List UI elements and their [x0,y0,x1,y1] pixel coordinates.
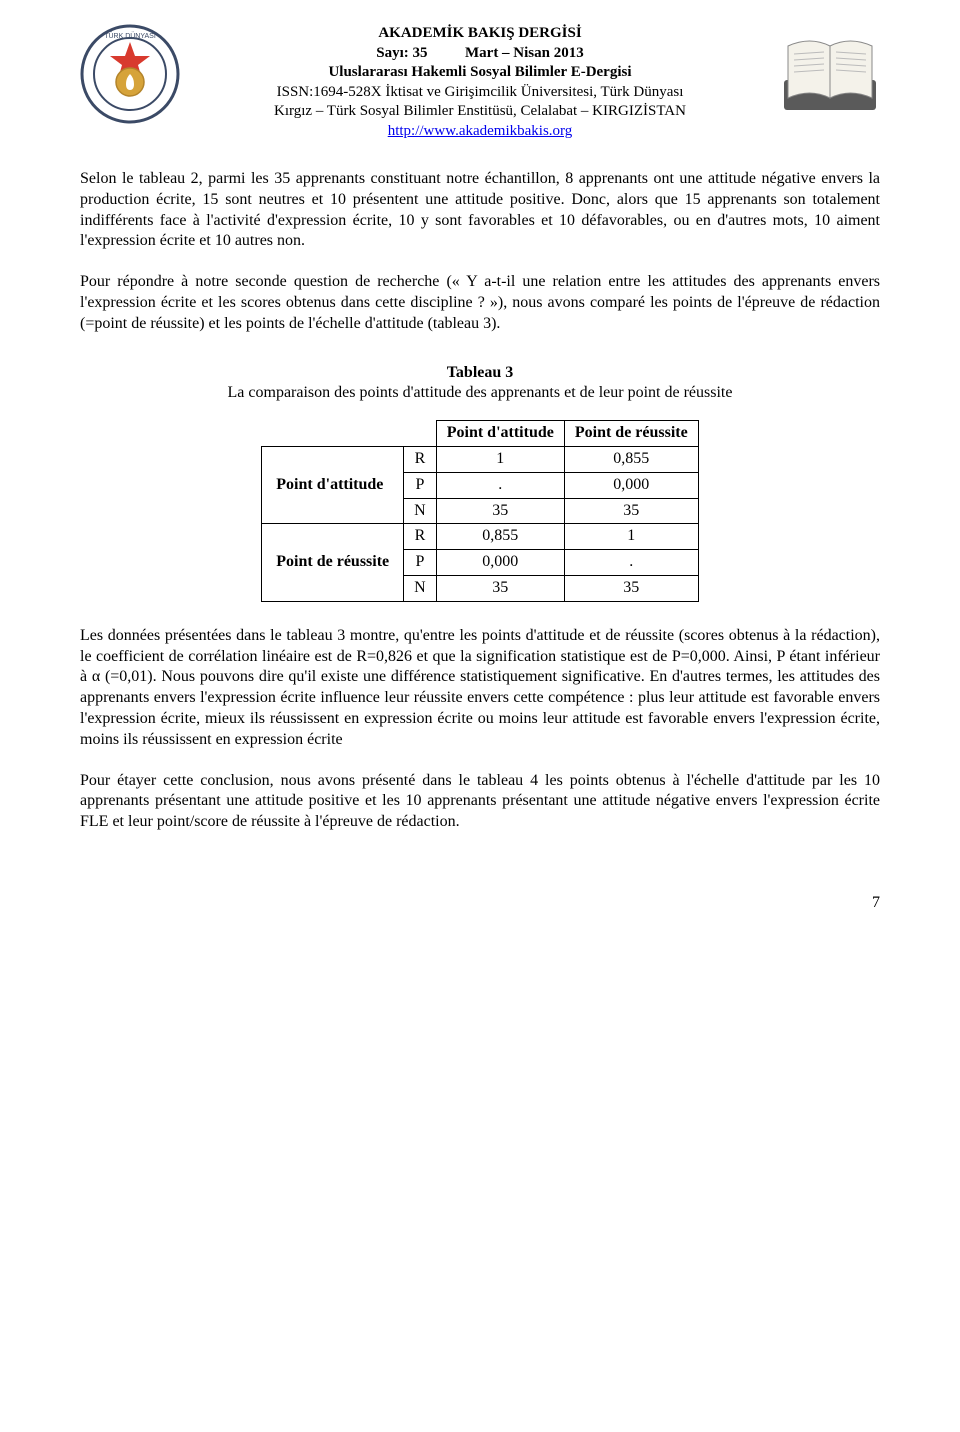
paragraph-2: Pour répondre à notre seconde question d… [80,272,880,334]
cell: 1 [564,524,698,550]
col-header-reussite: Point de réussite [564,421,698,447]
table3: Point d'attitude Point de réussite Point… [261,420,698,602]
open-book-icon [780,24,880,124]
cell: 35 [564,575,698,601]
journal-url-link[interactable]: http://www.akademikbakis.org [388,123,573,139]
stat-label: R [404,446,437,472]
cell: 0,000 [564,472,698,498]
cell: 35 [436,575,564,601]
stat-label: R [404,524,437,550]
cell: . [436,472,564,498]
stat-label: N [404,575,437,601]
cell: 35 [436,498,564,524]
row-label-attitude: Point d'attitude [262,446,404,523]
table-row: Point d'attitude R 1 0,855 [262,446,698,472]
table3-caption: La comparaison des points d'attitude des… [80,383,880,404]
table-row: Point d'attitude Point de réussite [262,421,698,447]
cell: 0,855 [436,524,564,550]
svg-text:TÜRK DÜNYASI: TÜRK DÜNYASI [104,32,156,40]
institute-line: Kırgız – Türk Sosyal Bilimler Enstitüsü,… [186,102,774,122]
journal-subtitle: Uluslararası Hakemli Sosyal Bilimler E-D… [186,63,774,83]
cell: 35 [564,498,698,524]
cell: 0,855 [564,446,698,472]
stat-label: P [404,472,437,498]
header-text-block: AKADEMİK BAKIŞ DERGİSİ Sayı: 35 Mart – N… [180,24,780,141]
row-label-reussite: Point de réussite [262,524,404,601]
page-header: TÜRK DÜNYASI AKADEMİK BAKIŞ DERGİSİ Sayı… [80,24,880,141]
paragraph-3: Les données présentées dans le tableau 3… [80,626,880,751]
journal-title: AKADEMİK BAKIŞ DERGİSİ [186,24,774,44]
issue-date: Mart – Nisan 2013 [465,45,584,61]
cell: 1 [436,446,564,472]
page-number: 7 [80,893,880,914]
table-empty-corner [262,421,436,447]
stat-label: P [404,550,437,576]
table3-title: Tableau 3 [80,363,880,384]
issue-line: Sayı: 35 Mart – Nisan 2013 [186,44,774,64]
paragraph-1: Selon le tableau 2, parmi les 35 apprena… [80,169,880,252]
table-row: Point de réussite R 0,855 1 [262,524,698,550]
stat-label: N [404,498,437,524]
journal-badge-icon: TÜRK DÜNYASI [80,24,180,124]
issue-number: Sayı: 35 [376,45,427,61]
cell: . [564,550,698,576]
paragraph-4: Pour étayer cette conclusion, nous avons… [80,771,880,833]
issn-line: ISSN:1694-528X İktisat ve Girişimcilik Ü… [186,83,774,103]
cell: 0,000 [436,550,564,576]
col-header-attitude: Point d'attitude [436,421,564,447]
